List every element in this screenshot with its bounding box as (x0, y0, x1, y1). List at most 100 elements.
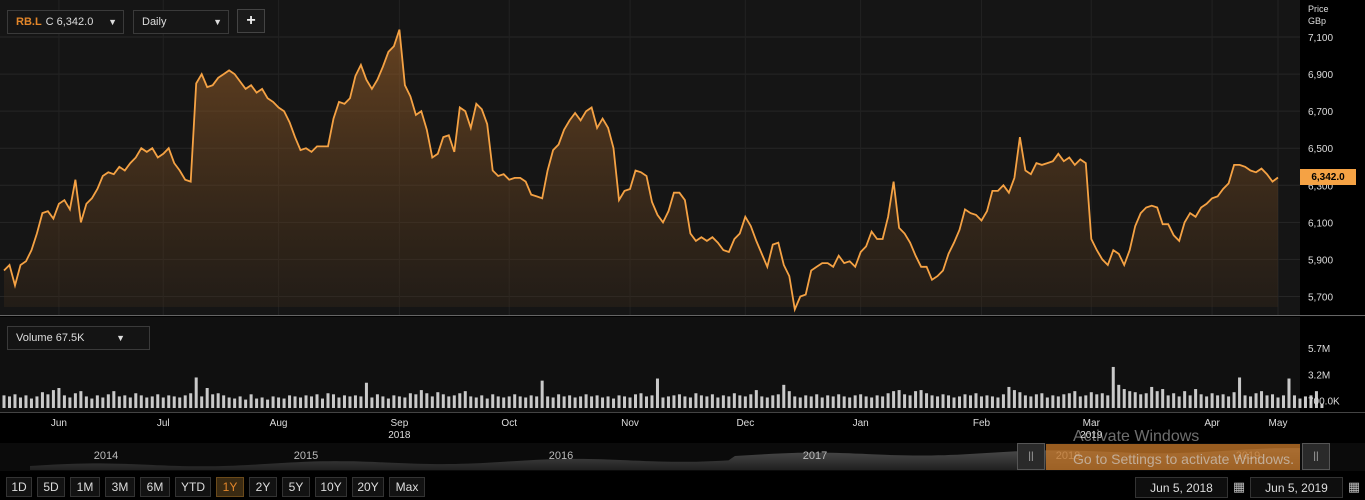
volume-bar (1292, 395, 1296, 408)
volume-bar (974, 393, 978, 408)
volume-bar (1210, 393, 1214, 408)
volume-bar (1073, 391, 1077, 408)
range-button-20y[interactable]: 20Y (352, 477, 384, 497)
volume-bar (1260, 391, 1264, 408)
navigator-left-handle[interactable]: || (1017, 443, 1045, 470)
volume-bar (167, 395, 171, 408)
volume-bar (1161, 389, 1165, 408)
month-label: Aug (270, 418, 288, 429)
volume-selector[interactable]: Volume 67.5K ▼ (7, 326, 150, 350)
price-tick-label: 6,500 (1308, 144, 1333, 155)
price-axis-unit: GBp (1308, 16, 1327, 26)
volume-bar (787, 391, 791, 408)
range-button-ytd[interactable]: YTD (175, 477, 211, 497)
volume-bar (79, 391, 83, 408)
volume-bar (957, 396, 962, 408)
volume-bar (859, 394, 863, 408)
volume-bar (1067, 393, 1071, 408)
watermark-title: Activate Windows (1073, 428, 1200, 445)
month-label: Oct (501, 418, 517, 429)
volume-bar (892, 391, 896, 408)
volume-bar (952, 397, 956, 408)
volume-bar (1051, 395, 1055, 408)
volume-bar (101, 397, 105, 408)
volume-bar (1166, 395, 1170, 408)
volume-bar (1314, 391, 1318, 408)
volume-bar (458, 393, 462, 408)
volume-bar (557, 394, 561, 408)
price-axis-label: Price GBp (1308, 3, 1329, 27)
volume-bar (1298, 398, 1302, 408)
volume-bar (491, 394, 495, 408)
volume-bar (139, 395, 143, 408)
volume-bar (189, 393, 193, 408)
volume-bar (436, 392, 440, 408)
month-label: Jun (51, 418, 67, 429)
volume-bar (244, 399, 248, 408)
volume-bar (1139, 394, 1143, 408)
volume-bar (1249, 396, 1253, 408)
volume-bar (299, 397, 303, 408)
range-button-5y[interactable]: 5Y (282, 477, 310, 497)
range-button-1m[interactable]: 1M (70, 477, 100, 497)
volume-bar (771, 395, 775, 408)
volume-bar (452, 395, 456, 408)
volume-bar (1172, 393, 1176, 408)
volume-bar (1276, 397, 1280, 408)
volume-bar (1194, 389, 1198, 408)
volume-bar (903, 394, 907, 408)
volume-bar (1155, 391, 1159, 408)
volume-bar (57, 388, 61, 408)
range-button-6m[interactable]: 6M (140, 477, 170, 497)
calendar-icon[interactable]: ▦ (1232, 479, 1246, 494)
volume-bar (837, 394, 841, 408)
volume-bar (18, 397, 22, 408)
range-button-10y[interactable]: 10Y (315, 477, 347, 497)
range-button-max[interactable]: Max (389, 477, 425, 497)
range-button-2y[interactable]: 2Y (249, 477, 277, 497)
volume-bar (721, 395, 725, 408)
symbol-selector[interactable]: RB.L C 6,342.0 ▼ (7, 10, 124, 34)
volume-bar (266, 399, 270, 408)
volume-bar (831, 396, 835, 408)
volume-bar (1254, 393, 1258, 408)
volume-bar (211, 394, 215, 408)
navigator-right-handle[interactable]: || (1302, 443, 1330, 470)
volume-bar (754, 390, 758, 408)
volume-bar (529, 395, 533, 408)
volume-bar (194, 377, 198, 408)
month-label: Jul (157, 418, 170, 429)
volume-bar (798, 397, 802, 408)
volume-bar (331, 394, 335, 408)
volume-bar (623, 396, 627, 408)
volume-bar (1106, 395, 1110, 408)
date-to-field[interactable]: Jun 5, 2019 (1250, 477, 1343, 498)
volume-bar (1265, 395, 1269, 408)
volume-bar (73, 393, 77, 408)
range-button-3m[interactable]: 3M (105, 477, 135, 497)
volume-bar (359, 396, 363, 408)
add-indicator-button[interactable]: + (237, 9, 265, 33)
range-button-1d[interactable]: 1D (6, 477, 32, 497)
volume-bar (1062, 394, 1066, 408)
volume-bar (134, 393, 138, 408)
volume-bar (2, 395, 6, 408)
volume-bar (628, 397, 632, 408)
volume-bar (782, 384, 786, 408)
calendar-icon[interactable]: ▦ (1347, 479, 1361, 494)
price-tick-label: 5,900 (1308, 255, 1333, 266)
navigator-selection[interactable] (1046, 444, 1300, 470)
volume-bar (853, 395, 857, 408)
volume-bar (403, 397, 407, 408)
range-button-1y[interactable]: 1Y (216, 477, 244, 497)
volume-bar (485, 398, 489, 408)
date-from-field[interactable]: Jun 5, 2018 (1135, 477, 1228, 498)
volume-bar (546, 396, 550, 408)
range-button-5d[interactable]: 5D (37, 477, 65, 497)
price-tick-label: 5,700 (1308, 292, 1333, 303)
interval-selector[interactable]: Daily ▼ (133, 10, 229, 34)
volume-bar (864, 396, 868, 408)
volume-bar (178, 397, 182, 408)
volume-bar (62, 395, 66, 408)
